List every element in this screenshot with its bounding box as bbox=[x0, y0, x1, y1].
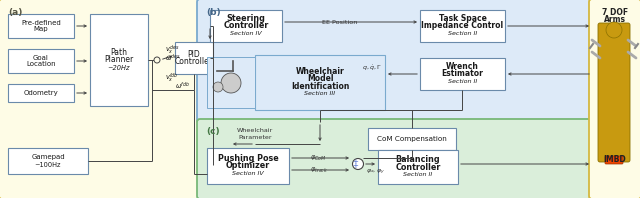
Text: Gamepad: Gamepad bbox=[31, 154, 65, 160]
Text: Parameter: Parameter bbox=[238, 135, 272, 140]
Text: CoM Compensation: CoM Compensation bbox=[377, 136, 447, 142]
Text: $\varphi_{track}$: $\varphi_{track}$ bbox=[310, 165, 328, 175]
Text: Wrench: Wrench bbox=[446, 62, 479, 71]
Text: Pushing Pose: Pushing Pose bbox=[218, 154, 278, 163]
Text: Controller: Controller bbox=[396, 163, 441, 171]
Text: Impedance Control: Impedance Control bbox=[421, 22, 504, 30]
Text: EE Position: EE Position bbox=[323, 19, 358, 25]
Text: 7 DOF: 7 DOF bbox=[602, 8, 628, 17]
Text: Pre-defined: Pre-defined bbox=[21, 20, 61, 26]
FancyBboxPatch shape bbox=[175, 42, 213, 74]
Text: PID: PID bbox=[188, 50, 200, 59]
Text: Planner: Planner bbox=[104, 55, 134, 65]
Text: $\omega^{des}$: $\omega^{des}$ bbox=[165, 52, 181, 64]
Text: $q, \dot{q}, \Gamma$: $q, \dot{q}, \Gamma$ bbox=[362, 63, 382, 73]
FancyBboxPatch shape bbox=[197, 119, 591, 198]
Text: Section II: Section II bbox=[448, 79, 477, 84]
FancyBboxPatch shape bbox=[8, 49, 74, 73]
Circle shape bbox=[154, 57, 160, 63]
Text: Section II: Section II bbox=[403, 172, 433, 177]
Text: $\varphi_x, \varphi_y$: $\varphi_x, \varphi_y$ bbox=[366, 167, 385, 177]
Text: Wheelchair: Wheelchair bbox=[237, 128, 273, 133]
Text: Model: Model bbox=[307, 74, 333, 83]
FancyBboxPatch shape bbox=[90, 14, 148, 106]
Text: +: + bbox=[352, 163, 358, 169]
FancyBboxPatch shape bbox=[378, 150, 458, 184]
Text: Arms: Arms bbox=[604, 15, 626, 24]
Text: Goal: Goal bbox=[33, 55, 49, 61]
FancyBboxPatch shape bbox=[8, 14, 74, 38]
FancyBboxPatch shape bbox=[420, 58, 505, 90]
Text: Odometry: Odometry bbox=[24, 90, 58, 96]
Text: Controller: Controller bbox=[175, 57, 213, 66]
Text: Balancing: Balancing bbox=[396, 155, 440, 164]
Text: Wheelchair: Wheelchair bbox=[296, 67, 344, 76]
Text: Map: Map bbox=[34, 26, 48, 32]
FancyBboxPatch shape bbox=[8, 84, 74, 102]
FancyBboxPatch shape bbox=[197, 0, 591, 123]
Text: (c): (c) bbox=[206, 127, 220, 136]
Text: (b): (b) bbox=[206, 8, 221, 17]
Text: Identification: Identification bbox=[291, 82, 349, 91]
Text: Section IV: Section IV bbox=[232, 171, 264, 176]
Text: IMBD: IMBD bbox=[604, 155, 627, 164]
FancyBboxPatch shape bbox=[368, 128, 456, 150]
FancyBboxPatch shape bbox=[207, 57, 255, 108]
Text: (a): (a) bbox=[8, 8, 22, 17]
Circle shape bbox=[353, 159, 364, 169]
FancyBboxPatch shape bbox=[420, 10, 505, 42]
FancyBboxPatch shape bbox=[598, 23, 630, 162]
Text: $v_x^{des}$: $v_x^{des}$ bbox=[165, 43, 179, 57]
Text: ~20Hz: ~20Hz bbox=[108, 65, 131, 70]
Circle shape bbox=[221, 73, 241, 93]
Text: Estimator: Estimator bbox=[442, 69, 483, 78]
FancyBboxPatch shape bbox=[8, 148, 88, 174]
FancyBboxPatch shape bbox=[255, 55, 385, 110]
FancyBboxPatch shape bbox=[210, 10, 282, 42]
Circle shape bbox=[606, 22, 622, 38]
FancyBboxPatch shape bbox=[0, 0, 201, 198]
Text: Section II: Section II bbox=[448, 31, 477, 36]
Text: +: + bbox=[352, 159, 358, 165]
Text: Section IV: Section IV bbox=[230, 31, 262, 36]
Text: Section III: Section III bbox=[305, 91, 335, 96]
Text: $\omega^{fdb}$: $\omega^{fdb}$ bbox=[175, 80, 190, 92]
Text: Path: Path bbox=[111, 48, 127, 57]
Text: Location: Location bbox=[26, 61, 56, 67]
Text: Controller: Controller bbox=[223, 22, 269, 30]
FancyBboxPatch shape bbox=[589, 0, 640, 198]
Text: $\varphi_{CoM}$: $\varphi_{CoM}$ bbox=[310, 153, 326, 163]
Text: ~100Hz: ~100Hz bbox=[35, 162, 61, 168]
Text: $v_x^{fdb}$: $v_x^{fdb}$ bbox=[165, 71, 179, 85]
FancyBboxPatch shape bbox=[207, 148, 289, 184]
FancyBboxPatch shape bbox=[605, 156, 623, 164]
Text: Steering: Steering bbox=[227, 14, 266, 23]
Text: Task Space: Task Space bbox=[438, 14, 486, 23]
Text: Optimizer: Optimizer bbox=[226, 162, 270, 170]
Circle shape bbox=[213, 82, 223, 92]
